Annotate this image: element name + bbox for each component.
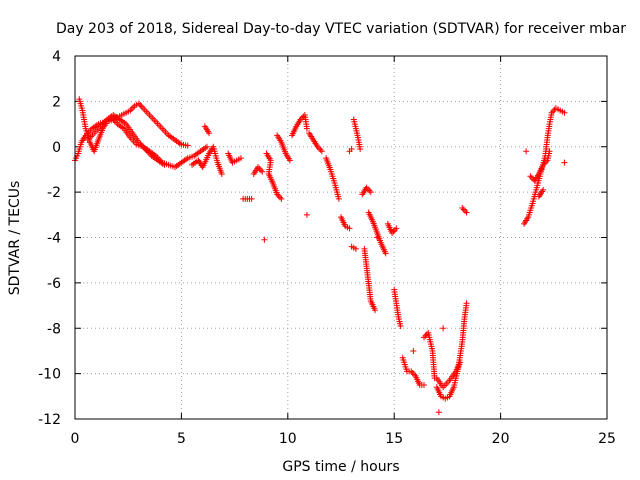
data-point xyxy=(276,194,283,201)
data-point xyxy=(440,325,447,332)
data-point xyxy=(286,157,293,164)
data-point xyxy=(382,250,389,257)
data-point xyxy=(130,104,137,111)
data-point xyxy=(561,109,568,116)
data-point xyxy=(257,167,264,174)
x-tick-label: 15 xyxy=(385,431,403,447)
x-axis-label: GPS time / hours xyxy=(282,459,399,475)
data-point xyxy=(422,332,429,339)
data-point xyxy=(261,236,268,243)
data-point xyxy=(527,173,534,180)
data-point xyxy=(203,143,210,150)
data-point xyxy=(459,205,466,212)
y-tick-label: -6 xyxy=(47,276,61,292)
y-tick-label: -10 xyxy=(38,367,61,383)
data-point xyxy=(237,155,244,162)
grid-lines xyxy=(75,56,607,419)
data-point xyxy=(460,206,467,213)
data-point xyxy=(523,148,530,155)
y-axis-label: SDTVAR / TECUs xyxy=(7,181,23,296)
data-point xyxy=(561,159,568,166)
data-point xyxy=(128,105,135,112)
y-tick-label: 0 xyxy=(52,140,61,156)
y-tick-label: 2 xyxy=(52,94,61,110)
plot-frame xyxy=(74,55,608,420)
data-point xyxy=(463,209,470,216)
data-point xyxy=(248,195,255,202)
data-point xyxy=(372,307,379,314)
data-point xyxy=(335,195,342,202)
data-point xyxy=(303,211,310,218)
y-tick-label: -8 xyxy=(47,321,61,337)
y-tick-label: -12 xyxy=(38,412,61,428)
data-point xyxy=(410,347,417,354)
data-point xyxy=(420,381,427,388)
y-tick-label: 4 xyxy=(52,49,61,65)
data-point xyxy=(346,225,353,232)
x-tick-label: 0 xyxy=(71,431,80,447)
data-point xyxy=(259,168,266,175)
data-point xyxy=(457,359,464,366)
data-point xyxy=(352,245,359,252)
x-tick-label: 25 xyxy=(598,431,616,447)
data-point xyxy=(462,208,469,215)
data-point xyxy=(393,225,400,232)
data-point xyxy=(463,300,470,307)
data-points xyxy=(72,96,568,416)
data-point xyxy=(317,146,324,153)
data-point xyxy=(278,195,285,202)
data-point xyxy=(435,409,442,416)
data-point xyxy=(540,186,547,193)
data-point xyxy=(391,226,398,233)
data-point xyxy=(206,130,213,137)
x-tick-label: 20 xyxy=(492,431,510,447)
data-point xyxy=(366,187,373,194)
data-point xyxy=(161,161,168,168)
data-point xyxy=(397,322,404,329)
data-point xyxy=(546,148,553,155)
data-point xyxy=(137,102,144,109)
data-point xyxy=(218,170,225,177)
data-point xyxy=(374,234,381,241)
data-point xyxy=(184,142,191,149)
data-point xyxy=(409,369,416,376)
x-tick-label: 5 xyxy=(177,431,186,447)
data-point xyxy=(348,146,355,153)
y-tick-label: -4 xyxy=(47,231,61,247)
x-tick-label: 10 xyxy=(279,431,297,447)
y-tick-label: -2 xyxy=(47,185,61,201)
data-point xyxy=(357,146,364,153)
chart-title: Day 203 of 2018, Sidereal Day-to-day VTE… xyxy=(56,21,626,37)
data-point xyxy=(367,189,374,196)
data-point xyxy=(303,125,310,132)
data-point xyxy=(318,148,325,155)
